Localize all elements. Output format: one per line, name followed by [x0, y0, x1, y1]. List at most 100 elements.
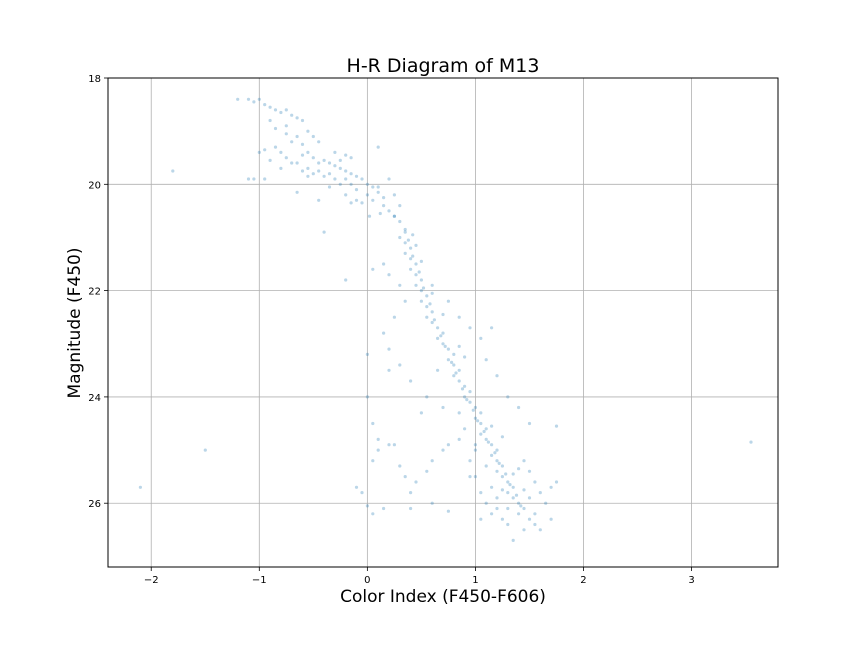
star-point: [411, 233, 415, 237]
star-point: [409, 257, 413, 261]
star-point: [382, 204, 386, 208]
star-point: [500, 435, 504, 439]
star-point: [360, 491, 364, 495]
star-point: [497, 461, 501, 465]
star-point: [344, 177, 348, 181]
star-point: [246, 177, 251, 181]
star-point: [376, 437, 380, 441]
star-point: [392, 443, 396, 447]
star-point: [371, 459, 375, 463]
star-point: [398, 283, 402, 287]
star-point: [511, 485, 515, 489]
star-point: [511, 472, 515, 476]
star-point: [414, 283, 418, 287]
star-point: [544, 501, 548, 505]
star-point: [349, 182, 353, 186]
star-point: [430, 291, 434, 295]
scatter-points: [138, 97, 753, 543]
star-point: [493, 451, 497, 455]
star-point: [171, 169, 175, 173]
star-point: [333, 177, 337, 181]
x-tick-label: 1: [472, 575, 478, 586]
star-point: [371, 512, 375, 516]
star-point: [473, 405, 477, 410]
star-point: [482, 429, 486, 434]
star-point: [365, 193, 369, 197]
star-point: [371, 198, 375, 202]
star-point: [484, 427, 488, 431]
star-point: [454, 371, 458, 375]
star-point: [387, 177, 391, 181]
star-point: [327, 161, 332, 165]
star-point: [284, 108, 288, 112]
star-point: [365, 504, 369, 508]
star-point: [268, 158, 272, 162]
star-point: [246, 97, 251, 101]
star-point: [371, 185, 375, 189]
star-point: [268, 105, 272, 109]
star-point: [317, 198, 321, 202]
star-point: [322, 230, 326, 234]
star-point: [468, 390, 472, 394]
star-point: [398, 204, 402, 208]
star-point: [387, 347, 391, 351]
star-point: [500, 464, 504, 468]
star-point: [450, 360, 454, 364]
star-point: [479, 517, 483, 521]
star-point: [479, 421, 483, 426]
star-point: [484, 501, 488, 505]
x-tick-label: −1: [252, 575, 267, 586]
star-point: [500, 475, 504, 479]
star-point: [273, 145, 278, 149]
star-point: [446, 358, 450, 362]
star-point: [473, 475, 477, 479]
star-point: [473, 416, 477, 420]
x-tick-label: 0: [364, 575, 370, 586]
star-point: [279, 110, 283, 115]
star-point: [432, 318, 436, 322]
star-point: [382, 196, 386, 200]
star-point: [392, 214, 396, 218]
star-point: [273, 108, 278, 112]
star-point: [441, 448, 445, 452]
star-point: [295, 116, 299, 120]
star-point: [279, 150, 283, 154]
star-point: [414, 243, 418, 247]
star-point: [500, 488, 504, 492]
y-tick-label: 24: [88, 393, 101, 404]
grid-lines: [108, 77, 778, 567]
star-point: [495, 469, 499, 473]
star-point: [409, 506, 413, 511]
star-point: [338, 166, 342, 170]
star-point: [479, 491, 483, 495]
star-point: [338, 158, 342, 162]
star-point: [344, 193, 348, 197]
star-point: [295, 134, 299, 139]
star-point: [554, 480, 559, 484]
star-point: [284, 132, 288, 136]
star-point: [409, 491, 413, 495]
star-point: [411, 254, 415, 258]
star-point: [311, 134, 315, 139]
star-point: [300, 169, 305, 173]
star-point: [457, 368, 461, 372]
star-point: [257, 150, 261, 154]
star-point: [436, 326, 440, 330]
star-point: [203, 448, 207, 452]
star-point: [506, 395, 510, 399]
star-point: [376, 185, 380, 189]
star-point: [446, 443, 450, 447]
star-point: [322, 174, 326, 178]
star-point: [419, 259, 423, 263]
star-point: [354, 198, 359, 202]
y-tick-label: 26: [88, 499, 101, 510]
star-point: [425, 315, 429, 319]
star-point: [333, 150, 337, 154]
star-point: [300, 118, 305, 123]
star-point: [549, 485, 553, 489]
star-point: [425, 395, 429, 399]
star-point: [463, 355, 467, 359]
star-point: [471, 408, 475, 412]
star-point: [538, 491, 542, 495]
